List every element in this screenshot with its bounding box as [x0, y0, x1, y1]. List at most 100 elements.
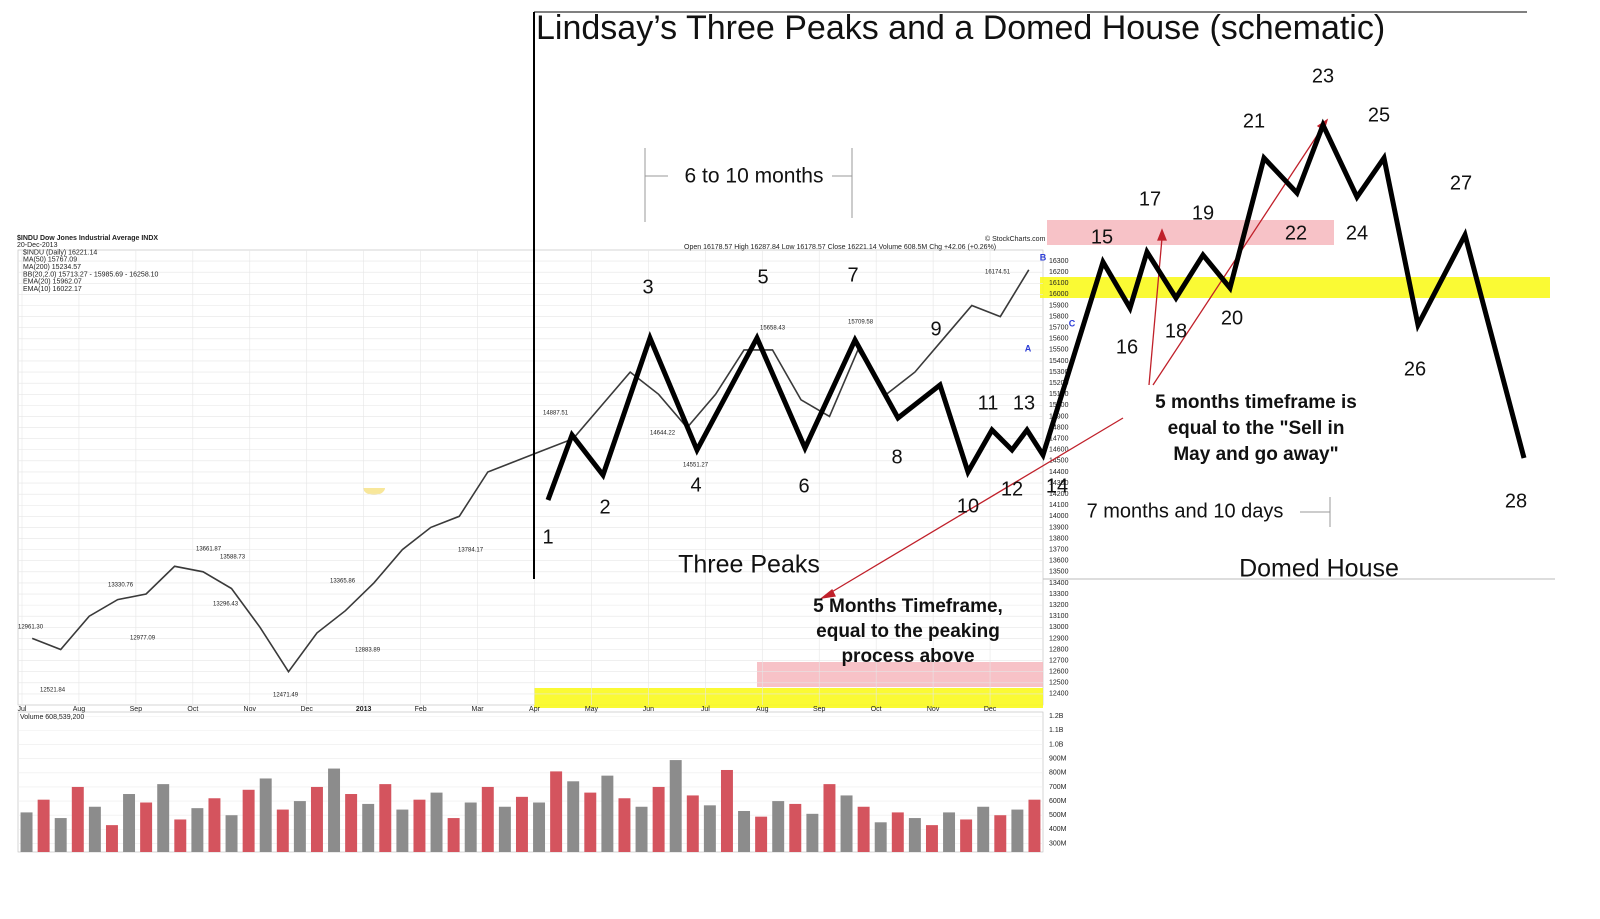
price-annotation: 12961.30 [18, 625, 44, 631]
y-tick-label: 15500 [1049, 347, 1069, 354]
y-tick-label: 15300 [1049, 369, 1069, 376]
volume-bar [276, 809, 289, 852]
price-annotation: 15658.43 [760, 326, 786, 332]
volume-bar [310, 786, 323, 852]
volume-bar [328, 768, 341, 852]
legend-text: MA(50) 15767.09 [23, 257, 77, 264]
note: 5 Months Timeframe, [813, 596, 1003, 617]
volume-bar [703, 805, 716, 852]
y-tick-label: 14100 [1049, 502, 1069, 509]
wave-label: A [1025, 343, 1032, 353]
volume-bar [806, 813, 819, 852]
volume-bar [105, 825, 118, 852]
y-tick-label: 15800 [1049, 313, 1069, 320]
volume-bar [293, 801, 306, 852]
y-tick-label: 1.1B [1049, 727, 1064, 734]
arrows [819, 118, 1329, 600]
volume-bar [430, 792, 443, 852]
y-tick-label: 14400 [1049, 469, 1069, 476]
volume-bar [1011, 809, 1024, 852]
volume-bar [515, 796, 528, 852]
y-tick-label: 12500 [1049, 680, 1069, 687]
span-label: 7 months and 10 days [1087, 500, 1284, 522]
price-annotation: 14644.22 [650, 431, 676, 437]
point-label: 12 [1001, 478, 1023, 500]
volume-bar [259, 778, 272, 852]
section-label: Three Peaks [678, 551, 820, 579]
y-tick-label: 300M [1049, 840, 1067, 847]
point-label: 21 [1243, 110, 1265, 132]
price-chart: 12400 12500 12600 12700 12800 12900 13000 13100… [17, 235, 1069, 713]
legend-text: EMA(10) 16022.17 [23, 286, 82, 293]
x-tick-label: Mar [472, 706, 485, 713]
volume-bar [977, 806, 990, 852]
y-tick-label: 15600 [1049, 336, 1069, 343]
volume-bar [208, 798, 221, 852]
x-tick-label: Dec [300, 706, 313, 713]
point-label: 8 [891, 446, 902, 468]
point-label: 11 [978, 392, 999, 414]
price-annotation: 13661.87 [196, 547, 222, 553]
volume-bar [71, 786, 84, 852]
volume-bar [618, 798, 631, 852]
volume-bar [498, 806, 511, 852]
price-annotation: 13784.17 [458, 548, 484, 554]
volume-bar [140, 802, 153, 852]
volume-bar [925, 825, 938, 852]
y-tick-label: 13900 [1049, 524, 1069, 531]
y-tick-label: 500M [1049, 812, 1067, 819]
y-tick-label: 13700 [1049, 546, 1069, 553]
price-annotation: 16174.51 [985, 270, 1011, 276]
point-label: 13 [1013, 392, 1035, 414]
volume-bar [567, 781, 580, 852]
volume-title: Volume 608,539,200 [20, 714, 84, 721]
price-annotation: 13588.73 [220, 555, 246, 561]
y-tick-label: 13800 [1049, 535, 1069, 542]
point-label: 28 [1505, 490, 1527, 512]
y-tick-label: 16200 [1049, 269, 1069, 276]
wave-label: B [1040, 252, 1047, 262]
y-tick-label: 15700 [1049, 325, 1069, 332]
volume-bar [960, 819, 973, 852]
volume-bar [88, 806, 101, 852]
volume-bar [533, 802, 546, 852]
volume-bar [994, 815, 1007, 852]
y-tick-label: 13300 [1049, 591, 1069, 598]
point-label: 16 [1116, 336, 1138, 358]
y-tick-label: 16000 [1049, 291, 1069, 298]
volume-bar [584, 792, 597, 852]
volume-bar [345, 794, 358, 852]
volume-bar [481, 786, 494, 852]
volume-bar [174, 819, 187, 852]
y-tick-label: 16300 [1049, 258, 1069, 265]
point-label: 5 [757, 266, 768, 288]
volume-bar [908, 818, 921, 852]
point-label: 15 [1091, 226, 1113, 248]
price-annotation: 12883.89 [355, 648, 381, 654]
schematic: Lindsay’s Three Peaks and a Domed House … [533, 9, 1555, 667]
x-tick-label: Aug [756, 706, 769, 713]
legend-text: EMA(20) 15962.07 [23, 279, 82, 286]
volume-bar [601, 775, 614, 852]
point-label: 7 [847, 264, 858, 286]
x-tick-label: Apr [529, 706, 541, 713]
y-tick-label: 700M [1049, 784, 1067, 791]
volume-bar [789, 803, 802, 852]
point-label: 26 [1404, 358, 1426, 380]
y-tick-label: 14500 [1049, 458, 1069, 465]
volume-bar [550, 771, 563, 852]
volume-bar [225, 815, 238, 852]
volume-bar [447, 818, 460, 852]
pink-zone [1047, 220, 1334, 245]
y-tick-label: 12900 [1049, 635, 1069, 642]
y-tick-label: 600M [1049, 798, 1067, 805]
volume-panel [17, 711, 1044, 853]
legend-text: MA(200) 15234.57 [23, 264, 81, 271]
bracket [644, 148, 1331, 527]
section-label: Domed House [1239, 555, 1399, 583]
x-tick-label: Oct [187, 706, 198, 713]
y-tick-label: 1.0B [1049, 741, 1064, 748]
x-tick-label: Nov [244, 706, 257, 713]
chart-background [17, 249, 1044, 853]
point-label: 14 [1046, 475, 1068, 497]
